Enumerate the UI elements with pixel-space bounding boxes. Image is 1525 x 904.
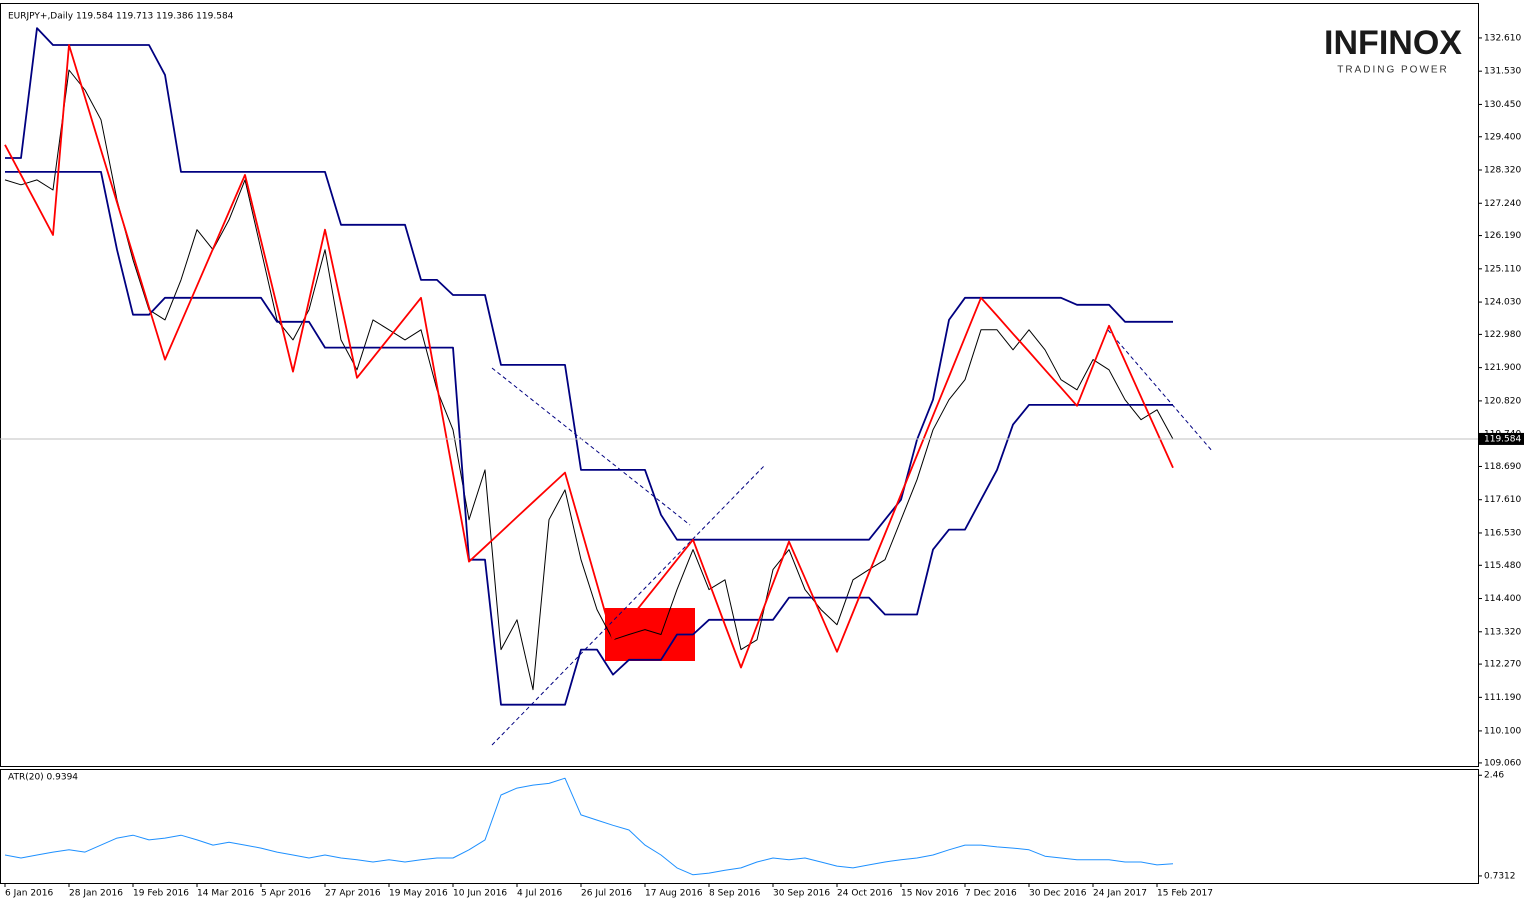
- x-tick-label: 4 Jul 2016: [517, 889, 562, 899]
- series-line: [5, 171, 1173, 706]
- y-tick-label: 120.820: [1484, 396, 1521, 406]
- y-tick-label: 126.190: [1484, 231, 1521, 241]
- series-line: [5, 27, 1173, 541]
- last-price-box: [1479, 432, 1524, 445]
- y-tick-label: 118.690: [1484, 462, 1521, 472]
- y-tick-label: 129.400: [1484, 132, 1521, 142]
- x-tick-label: 28 Jan 2016: [69, 889, 123, 899]
- y-tick-label: 109.060: [1484, 758, 1521, 768]
- y-tick-label: 113.320: [1484, 627, 1521, 637]
- x-tick-label: 6 Jan 2016: [5, 889, 53, 899]
- x-tick-label: 7 Dec 2016: [965, 889, 1017, 899]
- y-tick-label: 121.900: [1484, 363, 1521, 373]
- y-tick-label: 125.110: [1484, 264, 1521, 274]
- y-tick-label: 111.190: [1484, 693, 1521, 703]
- x-tick-label: 19 Feb 2016: [133, 889, 189, 899]
- chart-title: ATR(20) 0.9394: [8, 773, 78, 783]
- x-tick-label: 19 May 2016: [389, 889, 448, 899]
- y-tick-label: 131.530: [1484, 67, 1521, 77]
- chart-title: EURJPY+,Daily 119.584 119.713 119.386 11…: [8, 12, 234, 22]
- trend-line: [1107, 329, 1214, 453]
- y-tick-label: 116.530: [1484, 528, 1521, 538]
- x-tick-label: 14 Mar 2016: [197, 889, 254, 899]
- x-tick-label: 5 Apr 2016: [261, 889, 311, 899]
- x-tick-label: 27 Apr 2016: [325, 889, 381, 899]
- y-tick-label: 117.610: [1484, 495, 1521, 505]
- x-tick-label: 30 Dec 2016: [1029, 889, 1087, 899]
- y-tick-label: 0.7312: [1484, 871, 1516, 881]
- x-tick-label: 24 Jan 2017: [1093, 889, 1147, 899]
- y-tick-label: 127.240: [1484, 199, 1521, 209]
- series-line: [4, 777, 1174, 876]
- x-tick-label: 15 Nov 2016: [901, 889, 959, 899]
- y-tick-label: 132.610: [1484, 33, 1521, 43]
- x-tick-label: 8 Sep 2016: [709, 889, 761, 899]
- main-panel: [0, 3, 1479, 767]
- x-tick-label: 15 Feb 2017: [1157, 889, 1213, 899]
- y-tick-label: 130.450: [1484, 100, 1521, 110]
- y-tick-label: 114.400: [1484, 594, 1521, 604]
- series-line: [4, 44, 1174, 669]
- trend-line: [491, 367, 691, 526]
- trend-line: [491, 464, 766, 746]
- x-tick-label: 24 Oct 2016: [837, 889, 893, 899]
- y-tick-label: 128.320: [1484, 166, 1521, 176]
- trend-lines: [491, 329, 1214, 746]
- y-tick-label: 122.980: [1484, 330, 1521, 340]
- y-tick-label: 2.46: [1484, 771, 1504, 781]
- y-tick-label: 124.030: [1484, 298, 1521, 308]
- atr-panel: [0, 769, 1479, 884]
- x-tick-label: 30 Sep 2016: [773, 889, 830, 899]
- x-tick-label: 17 Aug 2016: [645, 889, 703, 899]
- last-price-label: 119.584: [1484, 434, 1521, 444]
- y-tick-label: 110.100: [1484, 726, 1521, 736]
- y-tick-label: 115.480: [1484, 561, 1521, 571]
- y-tick-label: 112.270: [1484, 660, 1521, 670]
- logo-name: INFINOX: [1324, 24, 1462, 62]
- x-tick-label: 26 Jul 2016: [581, 889, 632, 899]
- series-line: [4, 69, 1174, 691]
- logo-tagline: TRADING POWER: [1337, 65, 1449, 76]
- x-tick-label: 10 Jun 2016: [453, 889, 507, 899]
